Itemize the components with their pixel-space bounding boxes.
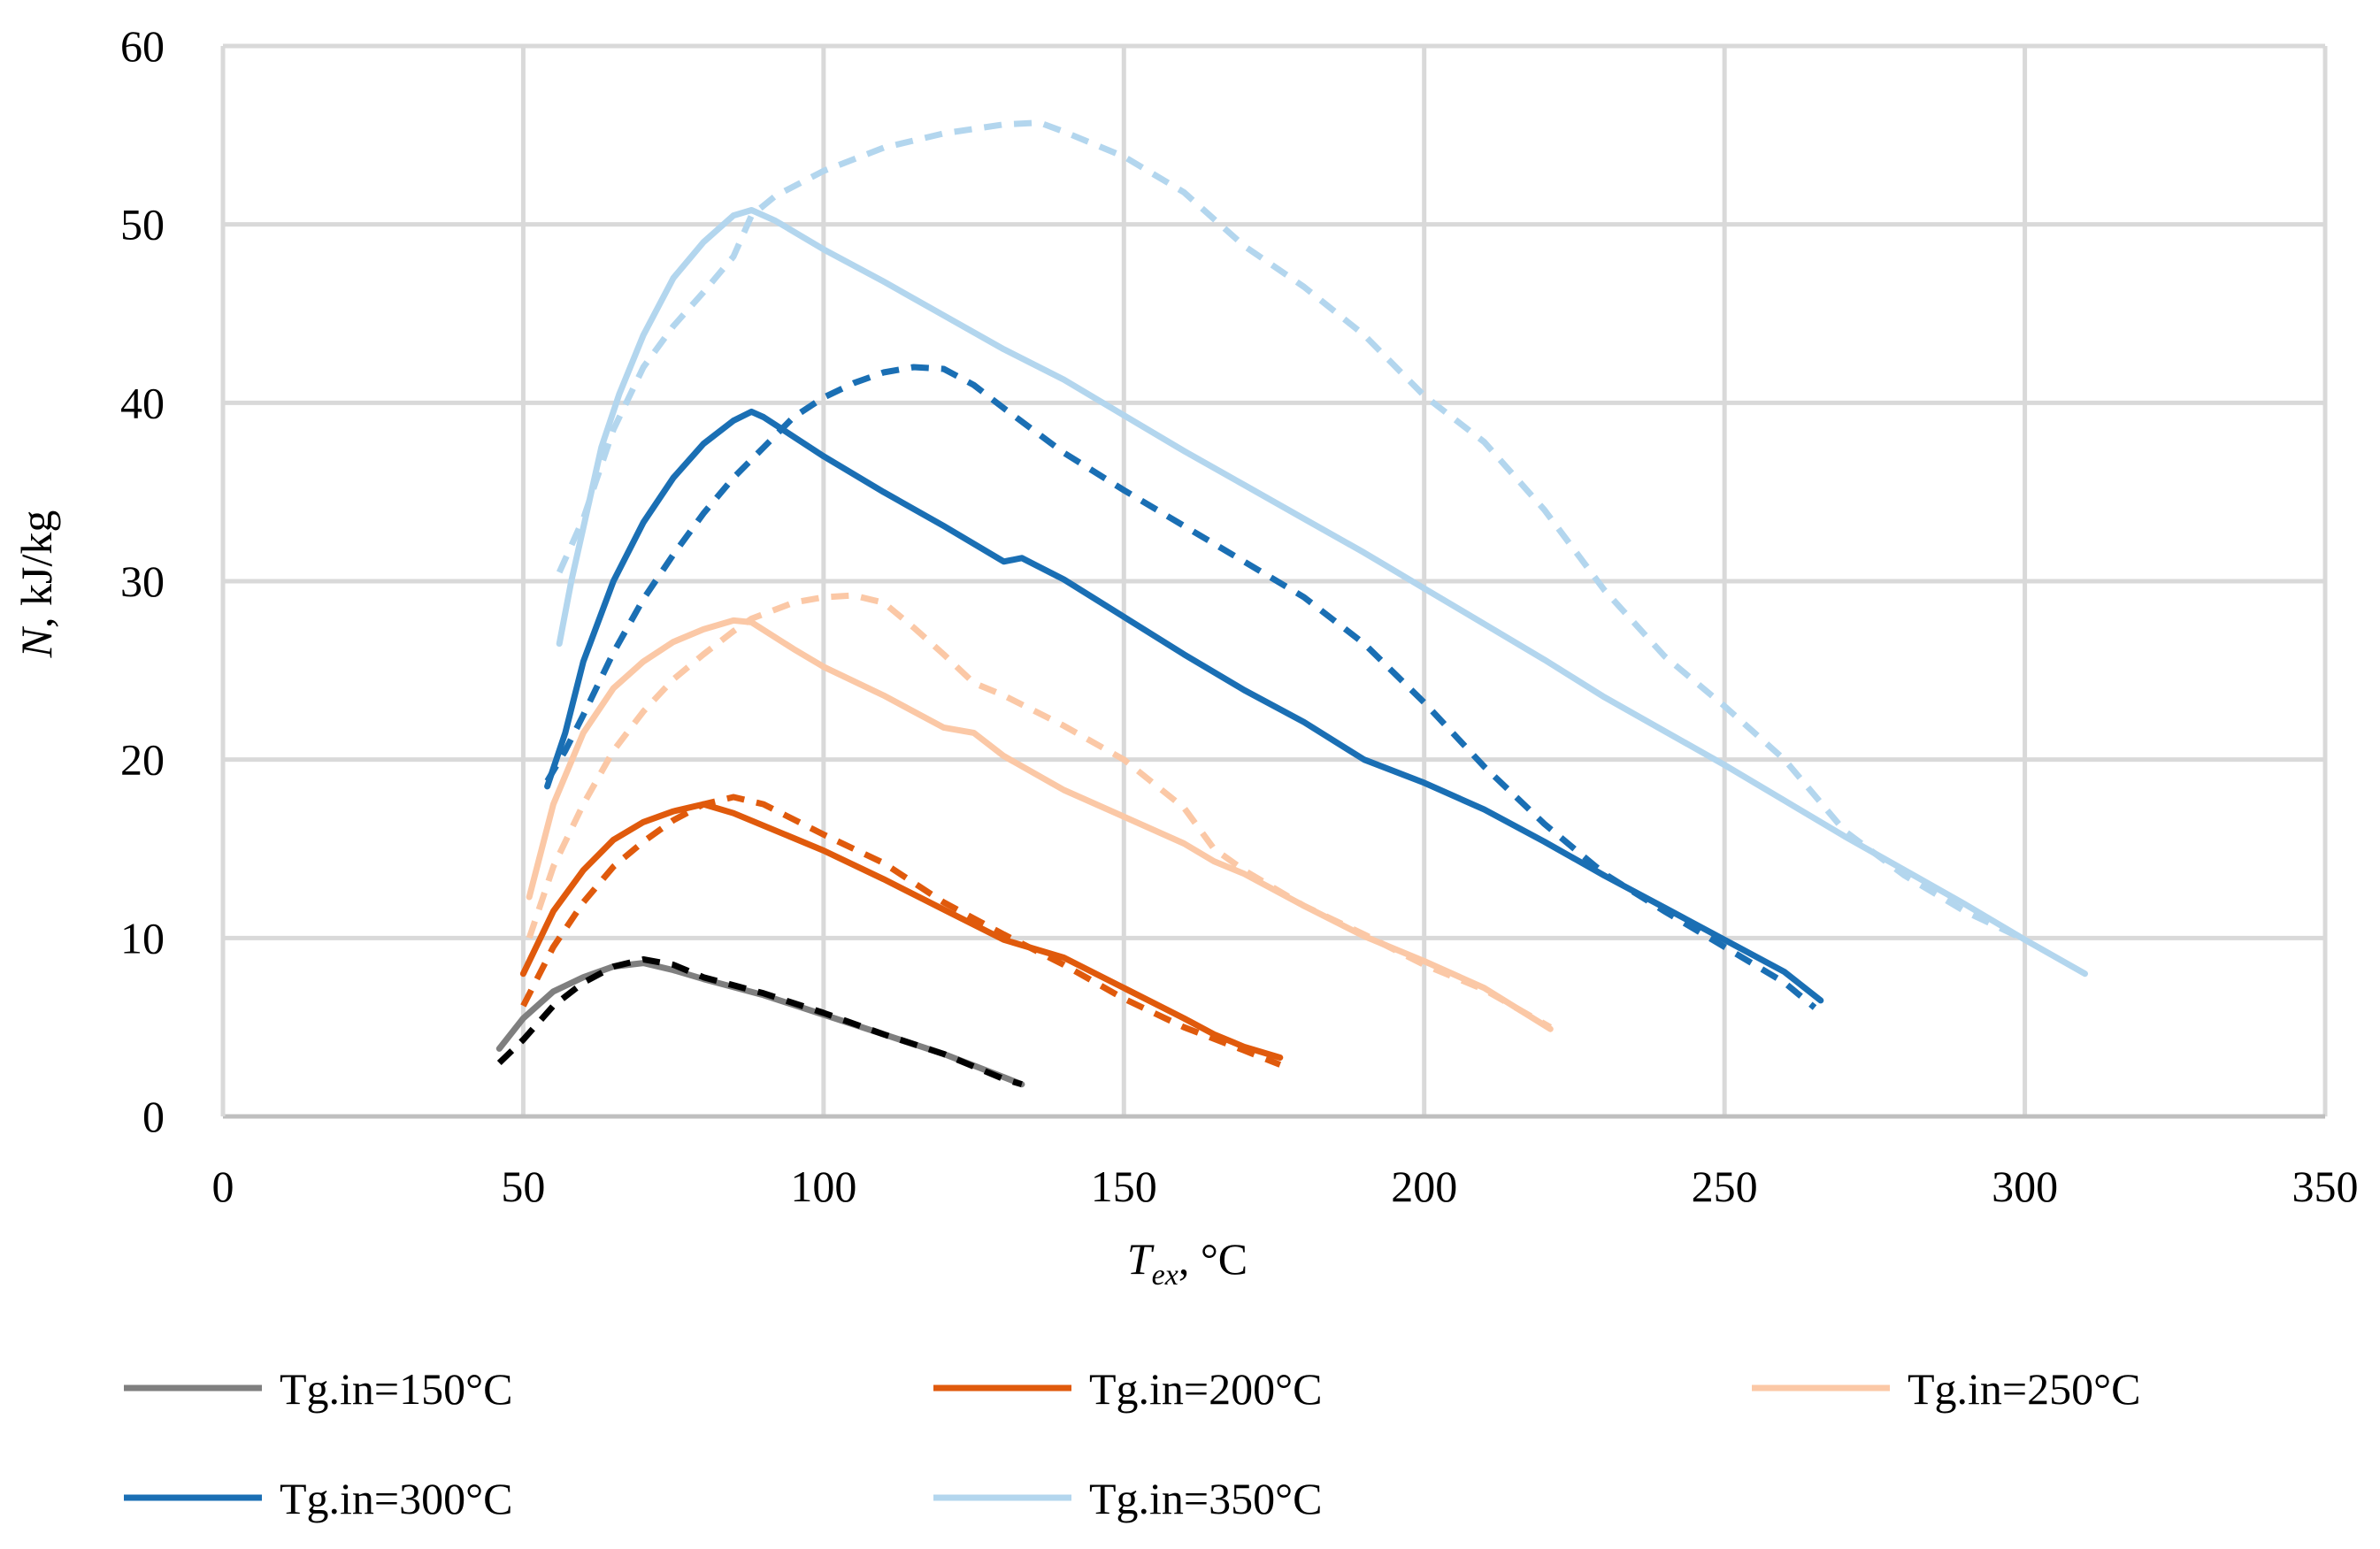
series-line-tg-in-200-c: [519, 801, 1284, 1061]
y-tick-label: 50: [120, 200, 165, 249]
x-tick-label: 150: [1091, 1162, 1157, 1211]
series-line-tg-in-300-c-dashed: [544, 364, 1817, 1010]
series-line-tg-in-250-c-dashed: [526, 592, 1553, 1031]
x-tick-label: 50: [501, 1162, 545, 1211]
x-axis-label: Tex, °C: [1127, 1234, 1248, 1292]
y-tick-label: 60: [120, 21, 165, 71]
legend-label: Tg.in=250°C: [1908, 1364, 2140, 1414]
series-line-tg-in-300-c: [544, 408, 1824, 1004]
y-tick-label: 10: [120, 913, 165, 962]
x-tick-labels: 0 50 100 150 200 250 300 350: [212, 1162, 2359, 1211]
axes: [220, 46, 2325, 1119]
x-axis-label-rest: , °C: [1178, 1234, 1248, 1284]
y-tick-label: 0: [142, 1092, 165, 1141]
legend-label: Tg.in=300°C: [280, 1474, 512, 1523]
y-tick-label: 20: [120, 735, 165, 785]
series-lines: [495, 119, 2088, 1088]
y-axis-label-main: N: [12, 625, 61, 658]
legend-label: Tg.in=350°C: [1089, 1474, 1322, 1523]
legend-label: Tg.in=150°C: [280, 1364, 512, 1414]
x-tick-label: 100: [790, 1162, 856, 1211]
y-axis-label-rest: , kJ/kg: [12, 510, 61, 628]
x-tick-label: 300: [1992, 1162, 2058, 1211]
x-tick-label: 350: [2292, 1162, 2359, 1211]
x-tick-label: 0: [212, 1162, 234, 1211]
legend-label: Tg.in=200°C: [1089, 1364, 1322, 1414]
y-tick-label: 30: [120, 556, 165, 606]
series-line-tg-in-350-c: [556, 207, 2088, 978]
x-axis-label-sub: ex: [1152, 1259, 1178, 1292]
series-line-tg-in-350-c-dashed: [557, 119, 2027, 943]
x-axis-label-main: T: [1127, 1234, 1155, 1284]
series-line-tg-in-200-c-dashed: [520, 794, 1282, 1068]
y-tick-labels: 0 10 20 30 40 50 60: [120, 21, 165, 1141]
legend: Tg.in=150°C Tg.in=200°C Tg.in=250°C Tg.in=3…: [124, 1364, 2140, 1523]
y-tick-label: 40: [120, 378, 165, 427]
y-axis-label: N, kJ/kg: [12, 510, 61, 659]
series-line-tg-in-150-c-dashed: [496, 956, 1023, 1088]
x-tick-label: 250: [1692, 1162, 1758, 1211]
x-tick-label: 200: [1391, 1162, 1457, 1211]
